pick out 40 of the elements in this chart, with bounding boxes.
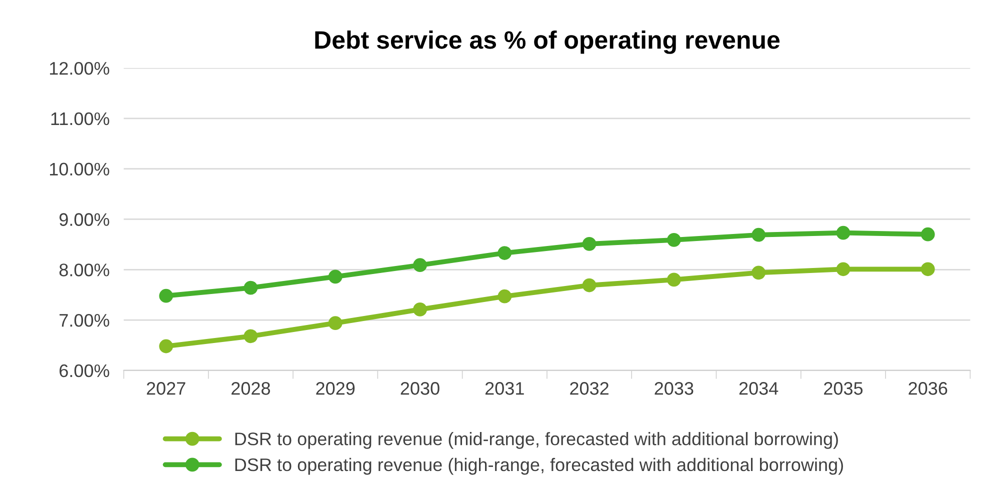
x-tick-label: 2029 [316,382,355,395]
x-tick-label: 2028 [232,382,270,395]
point [244,329,258,344]
point [498,289,512,304]
x-tick-label: 2027 [146,382,186,395]
y-tick-label: 11.00% [51,112,110,126]
x-tick-label: 2033 [654,382,694,395]
point [920,227,935,242]
y-tick-label: 9.00% [60,213,110,226]
point [413,258,427,272]
point [413,302,427,316]
legend-label: DSR to operating revenue (high-range, forecasted with additional borrowing) [235,458,843,475]
point [920,262,935,276]
y-tick-label: 12.00% [50,62,110,75]
chart-title: Debt service as % of operating revenue [315,30,780,54]
point [582,278,596,292]
x-tick-label: 2034 [739,382,778,395]
point [667,232,681,247]
point [159,288,174,303]
y-tick-label: 8.00% [59,264,110,276]
point [328,270,342,284]
point [836,226,850,240]
x-tick-label: 2030 [400,382,440,395]
point [582,236,596,251]
y-tick-label: 6.00% [60,364,110,378]
y-tick-label: 7.00% [60,314,110,327]
point [752,266,766,280]
x-tick-label: 2036 [908,382,948,395]
x-tick-label: 2031 [485,382,524,395]
legend-label: DSR to operating revenue (mid-range, forecasted with additional borrowing) [235,432,838,449]
point [244,280,258,295]
x-tick-label: 2035 [824,382,863,395]
x-tick-label: 2032 [570,382,608,395]
point [752,228,766,242]
point [667,272,681,287]
point [498,246,512,260]
point [328,316,342,330]
y-tick-label: 10.00% [50,162,110,176]
point [836,262,850,276]
point [159,339,174,354]
